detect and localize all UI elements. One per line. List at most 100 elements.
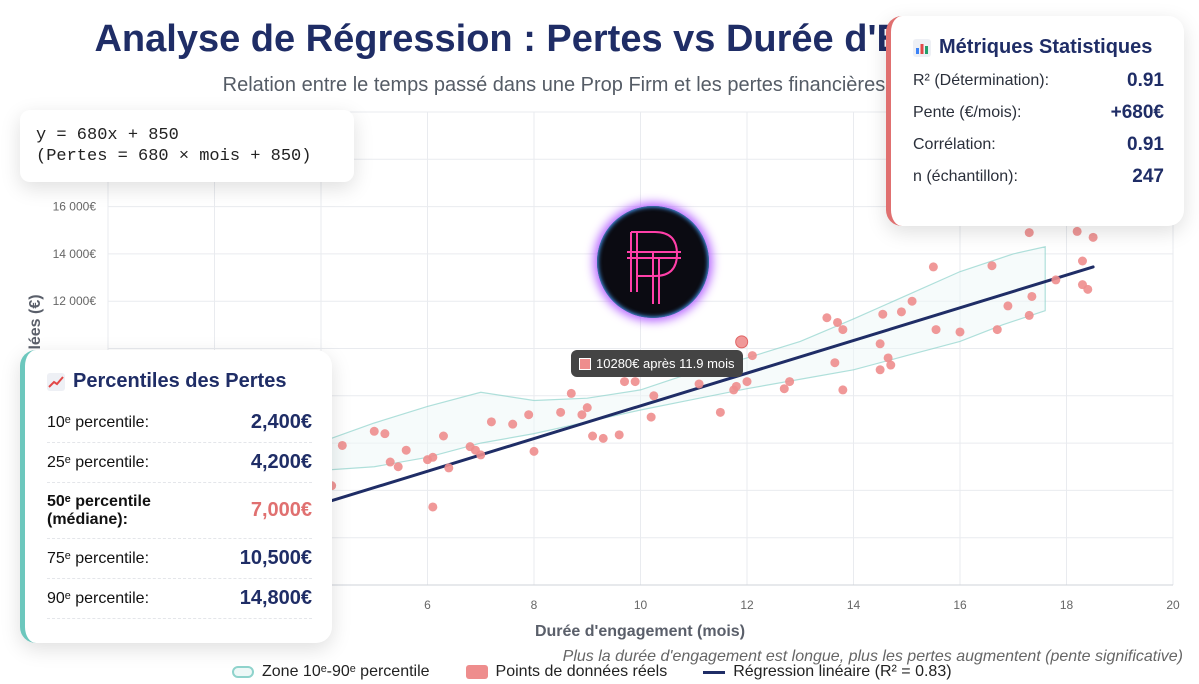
- data-point: [987, 261, 997, 271]
- regression-line-group: [186, 265, 1095, 547]
- data-point: [566, 388, 576, 398]
- data-point: [1024, 310, 1034, 320]
- data-point: [694, 379, 704, 389]
- data-point: [931, 325, 941, 335]
- data-point: [598, 433, 608, 443]
- legend-item-regression[interactable]: Régression linéaire (R² = 0.83): [703, 663, 952, 681]
- metric-row-correlation: Corrélation: 0.91: [913, 134, 1164, 155]
- brand-logo: [597, 206, 709, 318]
- legend-swatch-points: [465, 665, 488, 679]
- x-tick-label: 16: [953, 598, 967, 612]
- data-point: [582, 403, 592, 413]
- metrics-title: Métriques Statistiques: [913, 36, 1164, 59]
- metric-row-slope: Pente (€/mois): +680€: [913, 102, 1164, 123]
- data-point: [556, 407, 566, 417]
- data-point: [830, 358, 840, 368]
- data-point: [577, 410, 587, 420]
- data-point: [1077, 256, 1087, 266]
- percentile-row-25: 25ᵉ percentile: 4,200€: [47, 443, 312, 483]
- data-point: [620, 377, 630, 387]
- x-tick-label: 18: [1060, 598, 1074, 612]
- equation-expanded: (Pertes = 680 × mois + 850): [36, 147, 312, 166]
- data-point: [438, 431, 448, 441]
- data-point: [731, 381, 741, 391]
- percentile-row-75: 75ᵉ percentile: 10,500€: [47, 539, 312, 579]
- regression-line: [186, 265, 1095, 547]
- data-point: [646, 412, 656, 422]
- tooltip-text: 10280€ après 11.9 mois: [596, 356, 735, 371]
- data-point: [476, 450, 486, 460]
- metrics-card: Métriques Statistiques R² (Détermination…: [886, 16, 1184, 226]
- data-point: [875, 339, 885, 349]
- tooltip-swatch: [579, 357, 591, 370]
- data-point: [1051, 275, 1061, 285]
- data-point: [529, 446, 539, 456]
- legend-item-zone[interactable]: Zone 10ᵉ-90ᵉ percentile: [232, 663, 430, 681]
- x-axis-title: Durée d'engagement (mois): [535, 623, 745, 640]
- data-point: [896, 307, 906, 317]
- data-point: [428, 452, 438, 462]
- data-point: [779, 384, 789, 394]
- data-point: [878, 309, 888, 319]
- percentile-zone: [304, 246, 1046, 473]
- data-point: [742, 377, 752, 387]
- data-point: [875, 365, 885, 375]
- logo-monogram: [627, 231, 681, 304]
- y-tick-label: 14 000€: [53, 247, 97, 261]
- data-point: [992, 325, 1002, 335]
- data-point: [822, 313, 832, 323]
- x-tick-label: 14: [847, 598, 861, 612]
- data-point: [886, 360, 896, 370]
- data-point: [747, 351, 757, 361]
- data-point: [838, 325, 848, 335]
- data-point: [444, 463, 454, 473]
- data-point: [1027, 291, 1037, 301]
- data-point: [1072, 226, 1082, 236]
- data-point: [907, 296, 917, 306]
- data-point: [1088, 232, 1098, 242]
- metric-row-sample: n (échantillon): 247: [913, 166, 1164, 187]
- data-point: [337, 440, 347, 450]
- data-point: [649, 391, 659, 401]
- data-point: [785, 377, 795, 387]
- percentile-band: [304, 246, 1046, 473]
- percentiles-card: Percentiles des Pertes 10ᵉ percentile: 2,…: [20, 350, 332, 643]
- x-tick-label: 6: [424, 598, 431, 612]
- x-tick-label: 12: [740, 598, 754, 612]
- data-point: [486, 417, 496, 427]
- page-subtitle: Relation entre le temps passé dans une P…: [222, 74, 977, 96]
- point-tooltip: 10280€ après 11.9 mois: [571, 350, 743, 377]
- data-point: [401, 445, 411, 455]
- chart-legend: Zone 10ᵉ-90ᵉ percentile Points de donnée…: [232, 663, 952, 681]
- data-point: [508, 419, 518, 429]
- data-point: [838, 385, 848, 395]
- data-point: [715, 407, 725, 417]
- data-point: [428, 502, 438, 512]
- percentiles-title: Percentiles des Pertes: [47, 370, 312, 393]
- equation-line: y = 680x + 850: [36, 126, 179, 145]
- data-point: [1024, 228, 1034, 238]
- data-point: [588, 431, 598, 441]
- data-point: [385, 457, 395, 467]
- legend-item-points[interactable]: Points de données réels: [465, 663, 667, 681]
- data-point: [735, 335, 749, 349]
- data-point: [393, 462, 403, 472]
- data-point: [524, 410, 534, 420]
- x-tick-label: 10: [634, 598, 648, 612]
- metric-row-r2: R² (Détermination): 0.91: [913, 70, 1164, 91]
- y-tick-label: 12 000€: [53, 294, 97, 308]
- equation-card: y = 680x + 850 (Pertes = 680 × mois + 85…: [20, 110, 354, 182]
- x-tick-label: 20: [1166, 598, 1180, 612]
- legend-swatch-zone: [232, 666, 254, 678]
- data-point: [883, 353, 893, 363]
- percentile-row-50: 50ᵉ percentile (médiane): 7,000€: [47, 483, 312, 539]
- data-point: [955, 327, 965, 337]
- data-point: [928, 262, 938, 272]
- x-tick-label: 8: [531, 598, 538, 612]
- data-point: [833, 317, 843, 327]
- y-tick-label: 16 000€: [53, 200, 97, 214]
- legend-swatch-line: [703, 670, 726, 674]
- percentile-row-90: 90ᵉ percentile: 14,800€: [47, 579, 312, 619]
- trend-chart-icon: [47, 372, 65, 391]
